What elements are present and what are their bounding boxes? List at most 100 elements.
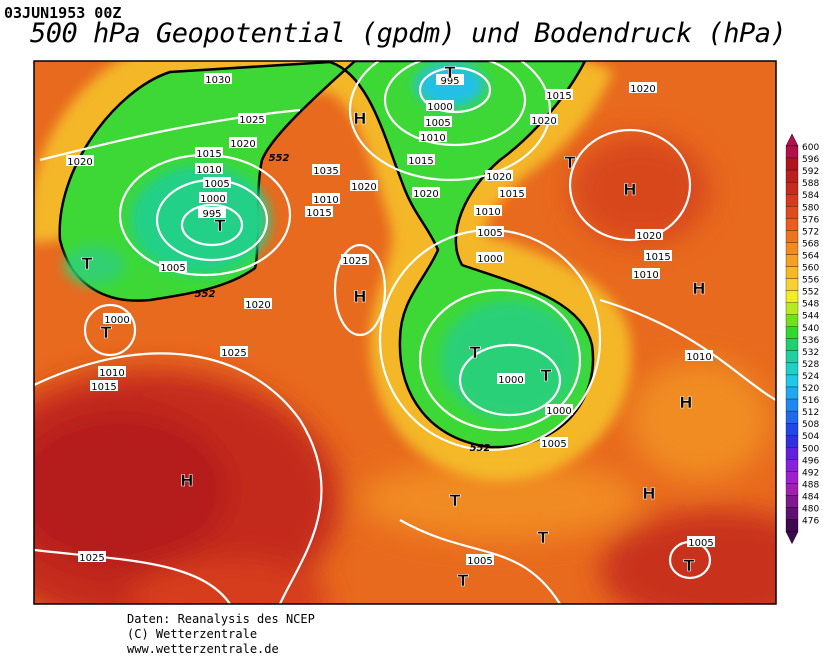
legend-swatch <box>785 350 799 364</box>
isobar-label: 1025 <box>342 256 367 267</box>
isobar-label-bg <box>407 154 435 165</box>
isobar-label-bg <box>198 207 226 218</box>
legend-label: 532 <box>802 348 819 358</box>
legend-arrow <box>785 133 799 147</box>
pressure-center: H <box>692 279 705 298</box>
legend-swatch <box>785 290 799 303</box>
pressure-center: T <box>215 216 226 235</box>
isobar-label: 1020 <box>245 300 270 311</box>
pressure-center: H <box>679 393 692 412</box>
legend-swatch <box>785 314 799 327</box>
isobar-label-bg <box>545 89 573 100</box>
isobar-label-bg <box>341 254 369 265</box>
isobar-label: 1000 <box>427 102 452 113</box>
legend-label: 476 <box>802 517 819 527</box>
legend-label: 596 <box>802 155 819 165</box>
pressure-center: T <box>565 153 576 172</box>
legend-label: 484 <box>802 492 819 502</box>
isobar-label-bg <box>498 187 526 198</box>
pressure-center: H <box>353 109 366 128</box>
legend-label: 500 <box>802 444 819 454</box>
isobar-label-bg <box>687 536 715 547</box>
isobar-label-bg <box>632 268 660 279</box>
legend-swatch <box>785 157 799 171</box>
isobar-label-bg <box>103 313 131 324</box>
legend-swatch <box>785 459 799 472</box>
pressure-center: T <box>445 63 456 82</box>
isobar-label: 1005 <box>541 439 566 450</box>
legend-swatch <box>785 266 799 279</box>
isobar-label-bg <box>635 229 663 240</box>
legend-label: 496 <box>802 456 819 466</box>
map-field <box>34 61 776 604</box>
legend-swatch <box>785 181 799 195</box>
isobar-label-bg <box>305 206 333 217</box>
legend-label: 588 <box>802 179 819 189</box>
isobar-label-bg <box>195 163 223 174</box>
legend-label: 508 <box>802 420 819 430</box>
footer-line: Daten: Reanalysis des NCEP <box>127 612 315 626</box>
isobar-label-bg <box>436 74 464 85</box>
isobar-label: 1005 <box>467 556 492 567</box>
legend-swatch <box>785 410 799 424</box>
isobar-label: 995 <box>440 76 459 87</box>
legend-label: 580 <box>802 203 819 213</box>
isobar-label-bg <box>159 261 187 272</box>
pressure-center: T <box>541 366 552 385</box>
legend-label: 536 <box>802 336 819 346</box>
isobar-label-bg <box>466 554 494 565</box>
isobar-label: 1020 <box>531 116 556 127</box>
isobar-label: 1035 <box>313 166 338 177</box>
legend-arrow <box>785 531 799 545</box>
contour-label: 552 <box>470 443 491 454</box>
legend-label: 556 <box>802 276 819 286</box>
isobar-label-bg <box>540 437 568 448</box>
isobar-label: 1015 <box>546 91 571 102</box>
isobar-label: 1000 <box>498 375 523 386</box>
legend-label: 520 <box>802 384 819 394</box>
isobar-label-bg <box>530 114 558 125</box>
legend-swatch <box>785 374 799 388</box>
isobar-label: 1020 <box>413 189 438 200</box>
legend-swatch <box>785 218 799 231</box>
isobar-label: 1000 <box>546 406 571 417</box>
legend-label: 528 <box>802 360 819 370</box>
isobar-label-bg <box>238 113 266 124</box>
isobar-label: 1020 <box>636 231 661 242</box>
isobar-label-bg <box>203 177 231 188</box>
isobar-label: 1015 <box>499 189 524 200</box>
isobar-label: 1020 <box>230 139 255 150</box>
pressure-center: T <box>82 254 93 273</box>
isobar-label-bg <box>419 131 447 142</box>
footer-line: (C) Wetterzentrale <box>127 627 258 641</box>
isobar-label: 1015 <box>91 382 116 393</box>
pressure-center: T <box>450 491 461 510</box>
legend-label: 516 <box>802 396 819 406</box>
isobar-label-bg <box>497 373 525 384</box>
legend-label: 552 <box>802 288 819 298</box>
legend-swatch <box>785 398 799 412</box>
legend-swatch <box>785 302 799 315</box>
legend-label: 544 <box>802 312 819 322</box>
isobar-label: 1015 <box>196 149 221 160</box>
isobar-label: 1025 <box>239 115 264 126</box>
legend-label: 576 <box>802 215 819 225</box>
isobar-label: 1010 <box>686 352 711 363</box>
isobar-label: 1020 <box>351 182 376 193</box>
legend-swatch <box>785 495 799 508</box>
legend-swatch <box>785 169 799 183</box>
legend-label: 488 <box>802 480 819 490</box>
legend-swatch <box>785 519 799 532</box>
isobar-label: 1005 <box>688 538 713 549</box>
legend-swatch <box>785 386 799 400</box>
legend-label: 560 <box>802 264 819 274</box>
pressure-center: T <box>458 571 469 590</box>
legend-label: 540 <box>802 324 819 334</box>
legend-swatch <box>785 242 799 255</box>
isobar-label-bg <box>485 170 513 181</box>
pressure-center: T <box>538 528 549 547</box>
isobar-label: 1010 <box>633 270 658 281</box>
pressure-center: T <box>470 343 481 362</box>
legend-swatch <box>785 254 799 267</box>
